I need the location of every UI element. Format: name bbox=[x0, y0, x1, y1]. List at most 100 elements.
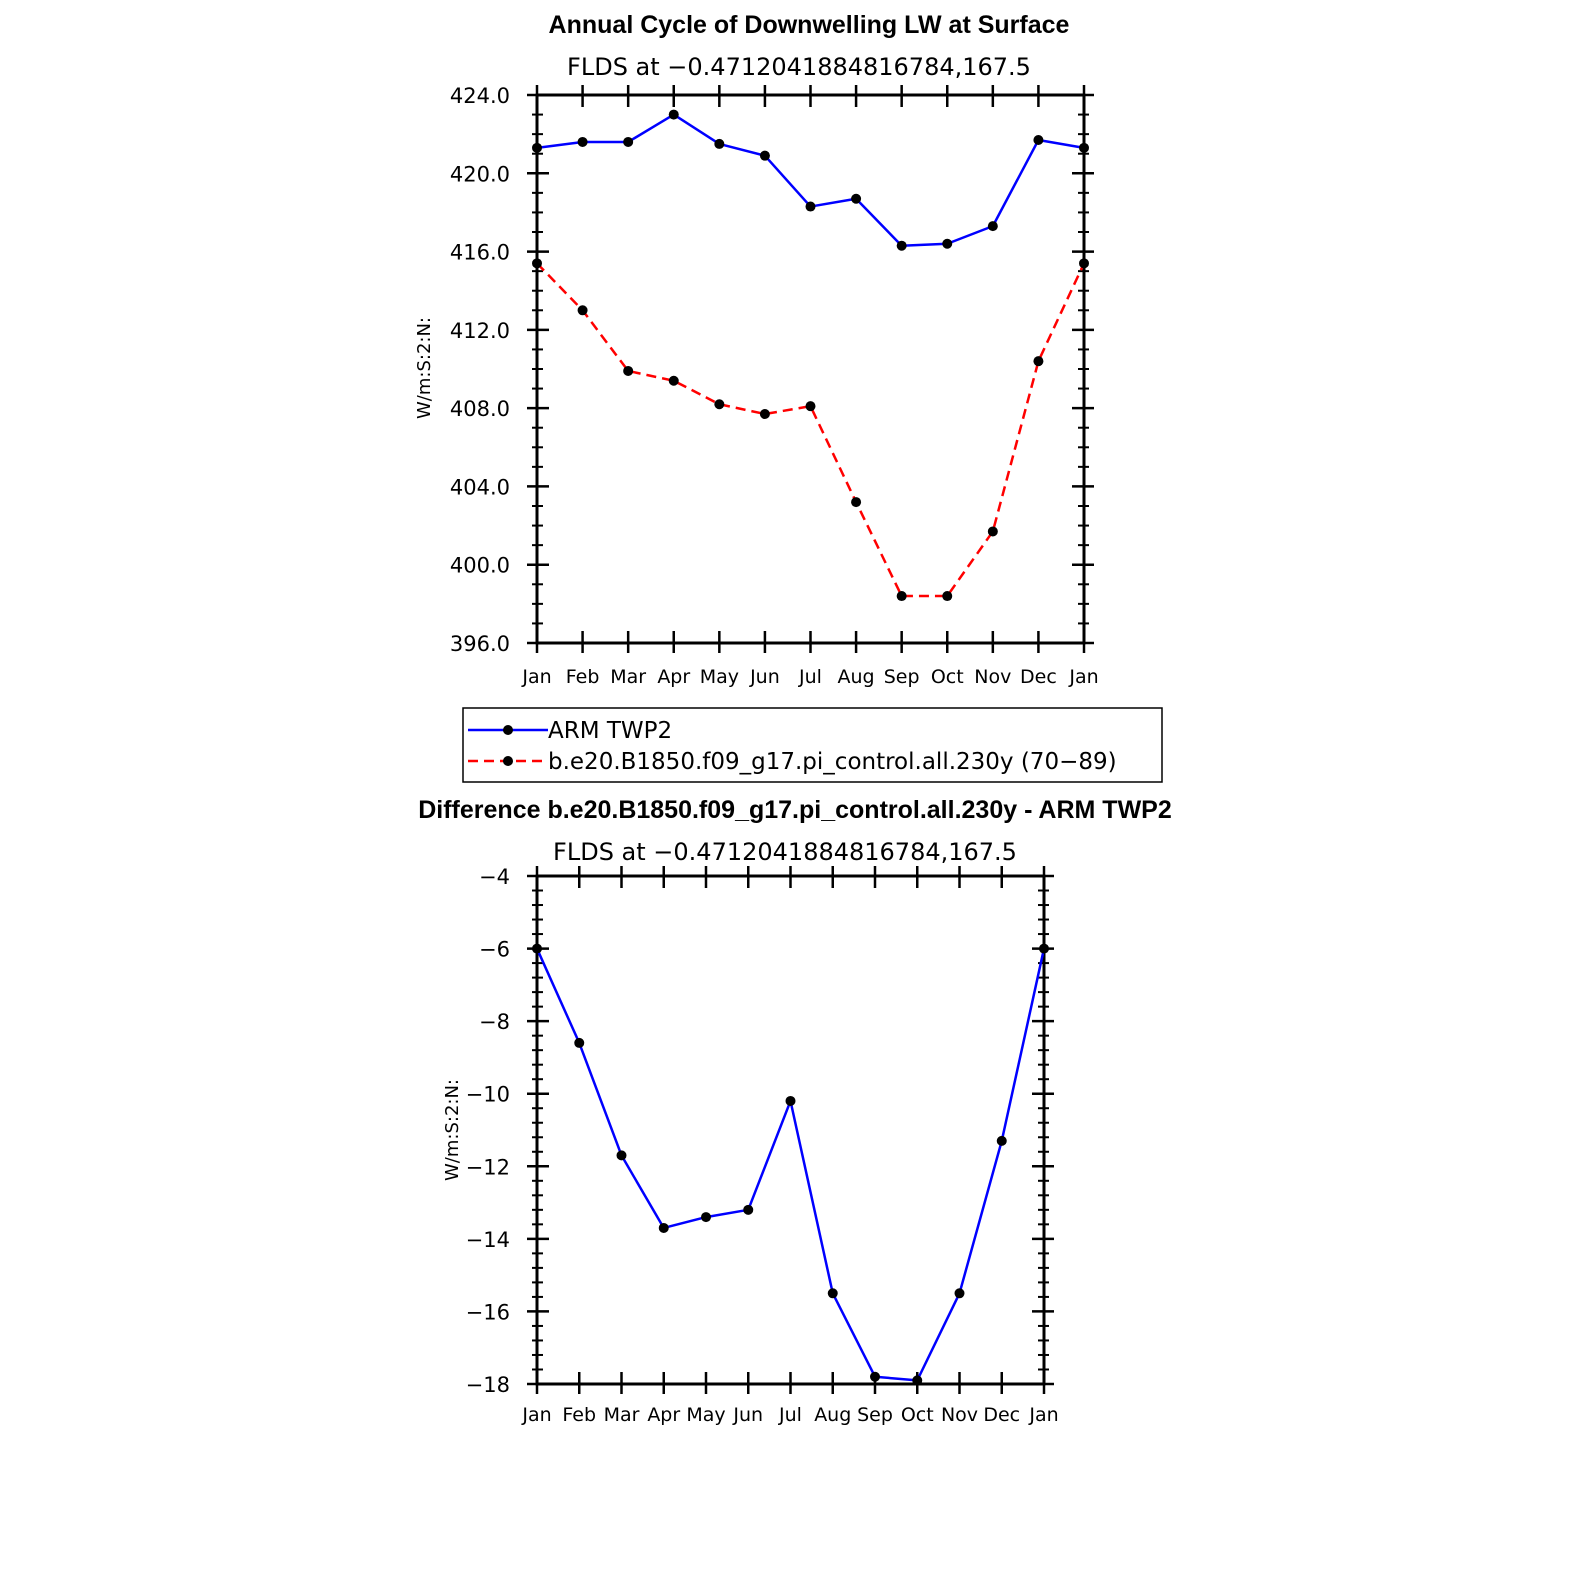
y-tick-label: −12 bbox=[466, 1155, 510, 1179]
x-tick-label: Jan bbox=[521, 666, 551, 688]
series-line-0 bbox=[535, 948, 1046, 1382]
x-tick-label: May bbox=[700, 666, 739, 688]
data-point bbox=[805, 401, 816, 412]
data-point bbox=[616, 1150, 627, 1161]
legend: ARM TWP2 b.e20.B1850.f09_g17.pi_control.… bbox=[462, 707, 1163, 783]
y-axis-label: W/m:S:2:N: bbox=[442, 1079, 463, 1181]
x-tick-label: Mar bbox=[610, 666, 646, 688]
data-point bbox=[668, 109, 679, 120]
y-tick-label: 424.0 bbox=[450, 84, 510, 108]
series-line-0 bbox=[536, 113, 1085, 247]
data-point bbox=[532, 943, 542, 954]
series-lines bbox=[535, 948, 1046, 1382]
y-tick-label: 412.0 bbox=[450, 319, 510, 343]
y-tick-label: 420.0 bbox=[450, 162, 510, 186]
data-point bbox=[851, 497, 862, 508]
data-point bbox=[805, 201, 816, 212]
chart-subtitle: FLDS at −0.4712041884816784,167.5 bbox=[567, 53, 1031, 81]
data-point bbox=[658, 1222, 669, 1233]
x-tick-label: Jan bbox=[1028, 1404, 1058, 1426]
data-point bbox=[1033, 356, 1044, 367]
axes bbox=[527, 85, 1094, 653]
y-tick-label: −10 bbox=[466, 1083, 510, 1107]
x-tick-label: Jun bbox=[732, 1404, 763, 1426]
data-point bbox=[577, 136, 588, 147]
chart-title: Annual Cycle of Downwelling LW at Surfac… bbox=[549, 11, 1070, 39]
legend-label-arm: ARM TWP2 bbox=[548, 718, 672, 744]
x-tick-label: Apr bbox=[647, 1404, 680, 1426]
series-points bbox=[532, 109, 1089, 602]
data-point bbox=[701, 1212, 711, 1223]
y-tick-label: −4 bbox=[479, 865, 510, 889]
x-tick-label: Jul bbox=[778, 1404, 802, 1426]
data-point bbox=[1079, 258, 1089, 269]
data-point bbox=[942, 591, 953, 602]
x-tick-label: Dec bbox=[983, 1404, 1020, 1426]
legend-label-model: b.e20.B1850.f09_g17.pi_control.all.230y … bbox=[548, 749, 1117, 775]
data-point bbox=[532, 142, 542, 153]
tick-labels: Jan Feb Mar Apr May Jun Jul Aug Sep Oct Nov Dec Jan−… bbox=[466, 865, 1059, 1426]
series-lines bbox=[536, 113, 1086, 598]
data-point bbox=[532, 258, 542, 269]
x-tick-label: Aug bbox=[814, 1404, 851, 1426]
x-tick-label: Apr bbox=[657, 666, 690, 688]
y-tick-label: −14 bbox=[466, 1228, 510, 1252]
data-point bbox=[623, 365, 634, 376]
data-point bbox=[1079, 142, 1089, 153]
y-tick-label: −6 bbox=[479, 938, 510, 962]
x-tick-label: Feb bbox=[562, 1404, 596, 1426]
y-tick-label: −8 bbox=[479, 1010, 510, 1034]
legend-marker-model bbox=[503, 756, 513, 766]
data-point bbox=[668, 375, 679, 386]
data-point bbox=[743, 1204, 754, 1215]
data-point bbox=[954, 1288, 965, 1299]
x-tick-label: Jan bbox=[1068, 666, 1098, 688]
y-tick-label: −16 bbox=[466, 1300, 510, 1324]
data-point bbox=[987, 221, 998, 232]
data-point bbox=[577, 305, 588, 316]
x-tick-label: Nov bbox=[974, 666, 1011, 688]
x-tick-label: Jun bbox=[749, 666, 780, 688]
x-tick-label: Feb bbox=[566, 666, 600, 688]
y-axis-label: W/m:S:2:N: bbox=[414, 317, 435, 419]
y-tick-label: −18 bbox=[466, 1373, 510, 1397]
x-tick-label: Oct bbox=[931, 666, 964, 688]
data-point bbox=[759, 150, 770, 161]
data-point bbox=[1033, 135, 1044, 146]
data-point bbox=[827, 1288, 838, 1299]
series-points bbox=[532, 943, 1049, 1386]
data-point bbox=[785, 1095, 796, 1106]
x-tick-label: Aug bbox=[838, 666, 875, 688]
data-point bbox=[896, 591, 907, 602]
data-point bbox=[714, 138, 725, 149]
x-tick-label: May bbox=[686, 1404, 725, 1426]
data-point bbox=[574, 1037, 585, 1048]
data-point bbox=[1039, 943, 1049, 954]
x-tick-label: Oct bbox=[901, 1404, 934, 1426]
y-tick-label: 400.0 bbox=[450, 554, 510, 578]
legend-box bbox=[462, 707, 1163, 783]
y-tick-label: 408.0 bbox=[450, 397, 510, 421]
x-tick-label: Mar bbox=[604, 1404, 640, 1426]
data-point bbox=[851, 193, 862, 204]
data-point bbox=[987, 526, 998, 537]
axes bbox=[527, 866, 1054, 1394]
data-point bbox=[714, 399, 725, 410]
data-point bbox=[912, 1375, 923, 1386]
y-tick-label: 396.0 bbox=[450, 632, 510, 656]
chart-subtitle: FLDS at −0.4712041884816784,167.5 bbox=[553, 838, 1017, 866]
tick-labels: Jan Feb Mar Apr May Jun Jul Aug Sep Oct Nov Dec Jan 3… bbox=[450, 84, 1099, 688]
annual-cycle-panel: Annual Cycle of Downwelling LW at Surfac… bbox=[414, 11, 1099, 688]
difference-panel: Difference b.e20.B1850.f09_g17.pi_contro… bbox=[418, 796, 1172, 1426]
data-point bbox=[623, 136, 634, 147]
data-point bbox=[759, 409, 770, 420]
legend-marker-arm bbox=[503, 725, 513, 735]
y-tick-label: 416.0 bbox=[450, 241, 510, 265]
x-tick-label: Jan bbox=[521, 1404, 551, 1426]
x-tick-label: Nov bbox=[941, 1404, 978, 1426]
x-tick-label: Dec bbox=[1020, 666, 1057, 688]
y-tick-label: 404.0 bbox=[450, 475, 510, 499]
series-line-1 bbox=[536, 262, 1086, 598]
data-point bbox=[870, 1371, 880, 1382]
